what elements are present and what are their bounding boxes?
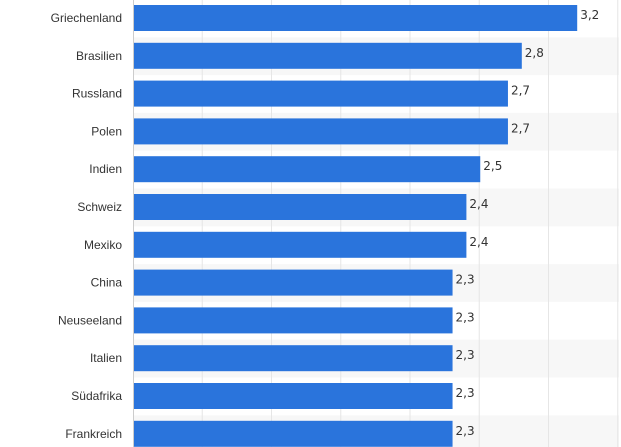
category-label: Brasilien — [76, 49, 122, 63]
category-label: Griechenland — [51, 11, 122, 25]
bar[interactable] — [134, 156, 481, 183]
category-label: Italien — [90, 351, 122, 365]
value-label: 2,8 — [525, 46, 544, 60]
bars — [134, 5, 578, 447]
value-label: 2,3 — [456, 273, 475, 287]
category-label: Südafrika — [71, 389, 122, 403]
bar[interactable] — [134, 269, 453, 296]
category-label: Schweiz — [77, 200, 122, 214]
category-label: Frankreich — [65, 427, 122, 441]
value-label: 3,2 — [580, 8, 599, 22]
value-label: 2,4 — [469, 235, 488, 249]
bar[interactable] — [134, 5, 578, 31]
bar[interactable] — [134, 231, 467, 258]
category-label: Russland — [72, 87, 122, 101]
bar[interactable] — [134, 42, 522, 69]
category-label: China — [91, 276, 123, 290]
value-label: 2,7 — [511, 121, 530, 135]
value-label: 2,5 — [483, 159, 502, 173]
bar[interactable] — [134, 80, 508, 107]
labels: Griechenland 3,2 Brasilien 2,8 Russland 2,7 Po… — [51, 8, 600, 441]
bar[interactable] — [134, 383, 453, 409]
bar[interactable] — [134, 345, 453, 372]
value-label: 2,3 — [456, 310, 475, 324]
category-label: Mexiko — [84, 238, 122, 252]
value-label: 2,4 — [469, 197, 488, 211]
bar[interactable] — [134, 118, 508, 145]
category-label: Indien — [89, 162, 122, 176]
value-label: 2,3 — [456, 348, 475, 362]
gridlines — [133, 0, 619, 447]
bar[interactable] — [134, 194, 467, 220]
value-label: 2,3 — [456, 424, 475, 438]
value-label: 2,3 — [456, 386, 475, 400]
bar[interactable] — [134, 307, 453, 334]
value-label: 2,7 — [511, 84, 530, 98]
category-label: Neuseeland — [58, 313, 122, 327]
category-label: Polen — [91, 124, 122, 138]
bar[interactable] — [134, 420, 453, 447]
